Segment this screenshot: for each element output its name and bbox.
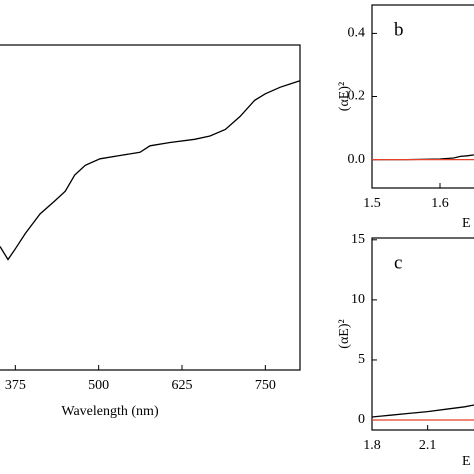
plot-frame xyxy=(371,237,474,431)
y-tick-label: 10 xyxy=(351,292,365,307)
x-tick-label: 2.1 xyxy=(419,438,437,453)
y-tick-label: 5 xyxy=(358,352,365,367)
panel: 1.8 2.1 0 5 10 15 E (αE)² c xyxy=(337,232,474,469)
data-line xyxy=(371,404,474,418)
data-line xyxy=(0,80,301,261)
y-tick-label: 0.4 xyxy=(348,26,366,41)
x-axis-label: Wavelength (nm) xyxy=(61,404,159,419)
plot-frame xyxy=(371,4,474,189)
x-tick-label: 375 xyxy=(5,378,26,393)
x-tick-label: 625 xyxy=(172,378,193,393)
x-tick-label: 1.8 xyxy=(363,438,381,453)
x-axis-label: E xyxy=(462,216,471,231)
y-axis-label: (αE)² xyxy=(337,319,352,348)
y-axis-label: (αE)² xyxy=(337,82,352,111)
x-axis-label: E xyxy=(462,454,471,469)
x-tick-label: 500 xyxy=(88,378,109,393)
plot-frame xyxy=(0,44,301,371)
panel-label: c xyxy=(394,252,402,273)
panel: 1.5 1.6 0.0 0.2 0.4 E (αE)² b xyxy=(337,4,474,231)
y-tick-label: 0.0 xyxy=(348,152,366,167)
x-tick-label: 1.5 xyxy=(363,196,381,211)
panel: 375 500 625 750 Wavelength (nm) xyxy=(0,44,301,419)
x-tick-label: 750 xyxy=(255,378,276,393)
y-tick-label: 0.2 xyxy=(348,89,366,104)
y-tick-label: 0 xyxy=(358,412,365,427)
y-tick-label: 15 xyxy=(351,232,365,247)
panel-label: b xyxy=(394,19,404,40)
x-tick-label: 1.6 xyxy=(431,196,449,211)
data-line xyxy=(372,154,474,161)
